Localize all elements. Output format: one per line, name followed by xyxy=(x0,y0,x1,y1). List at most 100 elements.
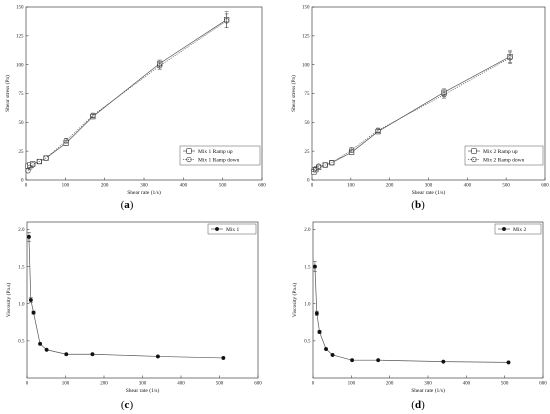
y-axis-label: Shear stress (Pa) xyxy=(4,75,11,112)
y-axis-label: Viscosity (Pa.s) xyxy=(291,283,298,318)
x-tick-label: 600 xyxy=(258,184,266,189)
legend: Mix 1 Ramp up Mix 1 Ramp down xyxy=(179,145,261,166)
data-point xyxy=(155,354,160,359)
legend: Mix 2 Ramp up Mix 2 Ramp down xyxy=(464,145,544,166)
data-point xyxy=(224,18,230,24)
legend-entry: Mix 1 Ramp up xyxy=(198,149,233,155)
y-tick-label: 125 xyxy=(16,35,24,40)
data-point xyxy=(441,92,447,98)
x-tick-label: 600 xyxy=(541,184,549,189)
legend-box xyxy=(179,145,261,166)
legend-entry: Mix 2 Ramp up xyxy=(483,149,518,155)
data-point xyxy=(441,359,446,364)
x-tick-label: 400 xyxy=(180,184,188,189)
legend: Mix 2 xyxy=(494,223,542,235)
data-point xyxy=(376,358,381,363)
legend-box xyxy=(464,145,544,166)
x-tick-label: 500 xyxy=(502,184,510,189)
legend-marker xyxy=(186,156,192,163)
plot-frame xyxy=(26,221,259,379)
data-point xyxy=(26,234,31,239)
legend-entry: Mix 2 Ramp down xyxy=(483,157,525,163)
legend-entry: Mix 1 Ramp down xyxy=(198,157,240,163)
x-tick-label: 600 xyxy=(254,382,262,387)
legend-marker xyxy=(502,226,507,231)
y-tick-label: 1.5 xyxy=(304,265,311,270)
y-tick-label: 2.0 xyxy=(18,228,25,233)
data-point xyxy=(30,162,36,168)
data-point xyxy=(36,158,42,165)
chart-panel-3: 0 100 200 300 400 500 600 0.5 1.0 1.5 2.0 Shear rat… xyxy=(5,221,262,411)
series-1 xyxy=(26,232,226,360)
data-point xyxy=(44,347,49,352)
series-line xyxy=(28,236,224,359)
data-point xyxy=(64,352,69,357)
panel-label: (a) xyxy=(121,199,134,211)
series-2 xyxy=(311,51,513,173)
data-point xyxy=(43,155,49,161)
data-point xyxy=(314,311,319,316)
data-point xyxy=(157,63,163,69)
data-point xyxy=(322,162,328,168)
y-tick-label: 2.0 xyxy=(304,228,311,233)
data-point xyxy=(324,347,329,352)
x-tick-label: 200 xyxy=(100,382,108,387)
y-tick-label: 50 xyxy=(19,121,25,126)
panel-label: (d) xyxy=(411,399,425,411)
y-axis-label: Viscosity (Pa.s) xyxy=(5,283,12,318)
panel-label: (c) xyxy=(121,399,134,411)
x-tick-label: 200 xyxy=(386,184,394,189)
data-point xyxy=(31,310,36,315)
data-point xyxy=(316,163,322,169)
y-tick-label: 0 xyxy=(307,179,310,184)
x-tick-label: 500 xyxy=(216,382,224,387)
series-line xyxy=(314,266,509,363)
x-tick-label: 400 xyxy=(177,382,185,387)
series-line xyxy=(27,19,227,167)
x-tick-label: 500 xyxy=(219,184,227,189)
legend: Mix 1 xyxy=(207,223,257,235)
legend-marker xyxy=(471,156,477,163)
x-tick-label: 200 xyxy=(386,382,394,387)
y-tick-label: 150 xyxy=(16,6,24,11)
data-point xyxy=(221,355,226,360)
y-tick-label: 150 xyxy=(302,6,310,11)
x-tick-label: 300 xyxy=(425,184,433,189)
y-tick-label: 100 xyxy=(302,63,310,68)
legend-box xyxy=(494,223,542,235)
legend-entry: Mix 1 xyxy=(226,227,240,233)
legend-marker xyxy=(471,148,477,154)
x-tick-label: 300 xyxy=(140,184,148,189)
y-tick-label: 25 xyxy=(19,150,25,155)
x-tick-label: 400 xyxy=(463,382,471,387)
y-tick-label: 75 xyxy=(305,92,311,97)
chart-panel-1: 0 100 200 300 400 500 600 0 25 50 75 100 125 150 Shear… xyxy=(4,6,266,211)
y-tick-label: 25 xyxy=(305,150,311,155)
legend-marker xyxy=(186,148,192,154)
legend-box xyxy=(207,223,257,235)
y-tick-label: 50 xyxy=(305,121,311,126)
x-tick-label: 0 xyxy=(312,382,315,387)
plot-frame xyxy=(312,221,544,379)
y-tick-label: 125 xyxy=(302,35,310,40)
x-tick-label: 0 xyxy=(26,382,29,387)
y-tick-label: 1.5 xyxy=(18,265,25,270)
data-point xyxy=(350,358,355,363)
x-axis-label: Shear rate (1/s) xyxy=(127,189,161,196)
x-axis-label: Shear rate (1/s) xyxy=(411,387,445,394)
x-tick-label: 200 xyxy=(101,184,109,189)
x-tick-label: 0 xyxy=(311,184,314,189)
data-point xyxy=(330,352,335,357)
data-point xyxy=(375,127,381,134)
data-point xyxy=(90,112,96,119)
series-1 xyxy=(312,261,511,365)
data-point xyxy=(28,298,33,303)
y-axis-label: Shear stress (Pa) xyxy=(290,75,297,112)
x-axis-label: Shear rate (1/s) xyxy=(126,387,160,394)
data-point xyxy=(329,160,335,166)
y-tick-label: 0.5 xyxy=(18,340,25,345)
data-point xyxy=(507,55,513,61)
x-tick-label: 500 xyxy=(501,382,509,387)
